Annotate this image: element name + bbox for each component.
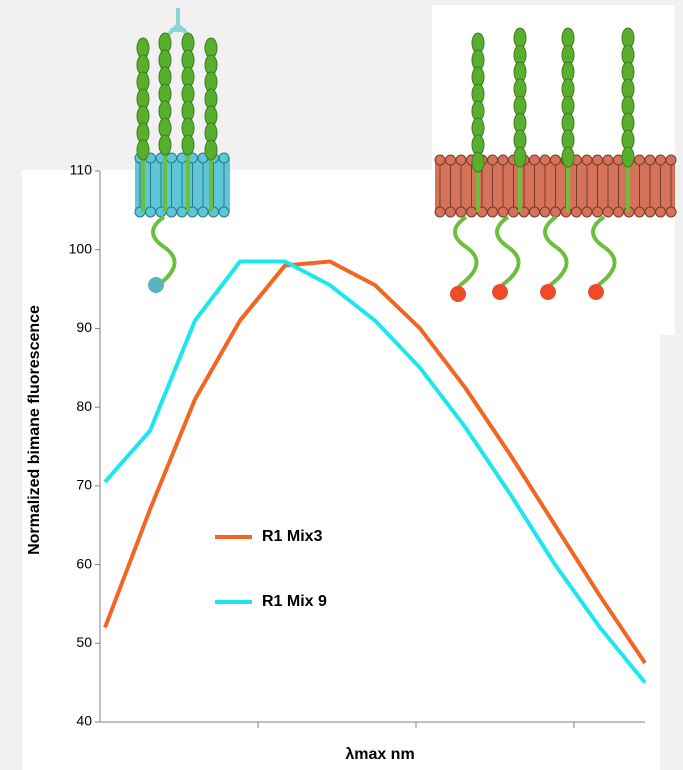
lipid-head <box>571 206 582 218</box>
x-axis-label: λmax nm <box>345 746 414 763</box>
fluorophore <box>492 284 508 300</box>
y-tick-label: 40 <box>76 713 92 729</box>
lipid-head <box>197 206 209 218</box>
lipid-head <box>665 206 677 218</box>
domain <box>158 134 172 156</box>
fluorophore <box>588 284 604 300</box>
domain <box>561 146 575 168</box>
lipid-head <box>218 206 230 218</box>
lipid-head <box>613 206 624 218</box>
lipid-head <box>655 154 666 166</box>
receptor-illustration-left <box>134 8 230 293</box>
lipid-head <box>529 154 540 166</box>
legend-label: R1 Mix3 <box>262 528 323 545</box>
lipid-head <box>434 206 446 218</box>
lipid-head <box>218 152 230 164</box>
lipid-head <box>487 206 498 218</box>
lipid-head <box>539 154 551 166</box>
fluorophore <box>450 286 466 302</box>
lipid-head <box>145 206 156 218</box>
lipid-head <box>550 206 561 218</box>
lipid-head <box>166 206 177 218</box>
fluorophore <box>148 277 164 293</box>
y-tick-label: 60 <box>76 555 92 571</box>
fluorophore <box>540 284 556 300</box>
y-tick-label: 110 <box>70 162 93 178</box>
lipid-head <box>634 206 645 218</box>
lipid-head <box>634 154 645 166</box>
lipid-head <box>434 154 446 166</box>
domain <box>136 139 150 161</box>
lipid-head <box>508 206 519 218</box>
lipid-head <box>581 206 593 218</box>
antenna <box>166 8 190 37</box>
lipid-head <box>487 154 498 166</box>
domain <box>181 134 195 156</box>
lipid-head <box>497 206 509 218</box>
lipid-head <box>592 206 603 218</box>
lipid-head <box>665 154 677 166</box>
domain <box>471 151 485 173</box>
y-tick-label: 70 <box>76 477 92 493</box>
lipid-head <box>466 206 477 218</box>
domain <box>513 146 527 168</box>
y-tick-label: 50 <box>76 634 92 650</box>
receptor-illustration-right <box>434 27 677 302</box>
legend-label: R1 Mix 9 <box>262 593 327 610</box>
lipid-head <box>445 206 456 218</box>
lipid-head <box>644 154 656 166</box>
lipid-head <box>592 154 603 166</box>
lipid-head <box>497 154 509 166</box>
y-tick-label: 90 <box>76 319 92 335</box>
y-tick-label: 80 <box>76 398 92 414</box>
lipid-head <box>166 152 177 164</box>
lipid-head <box>655 206 666 218</box>
domain <box>204 139 218 161</box>
lipid-head <box>550 154 561 166</box>
series-line <box>103 259 647 665</box>
lipid-head <box>581 154 593 166</box>
lipid-head <box>176 206 188 218</box>
lipid-head <box>445 154 456 166</box>
series-line <box>103 259 647 684</box>
domain <box>621 146 635 168</box>
lipid-head <box>455 154 467 166</box>
lipid-head <box>539 206 551 218</box>
lipid-head <box>644 206 656 218</box>
lipid-head <box>602 206 614 218</box>
y-tick-label: 100 <box>69 240 93 256</box>
lipid-head <box>602 154 614 166</box>
lipid-head <box>455 206 467 218</box>
lipid-head <box>529 206 540 218</box>
y-axis-label: Normalized bimane fluorescence <box>26 305 43 555</box>
